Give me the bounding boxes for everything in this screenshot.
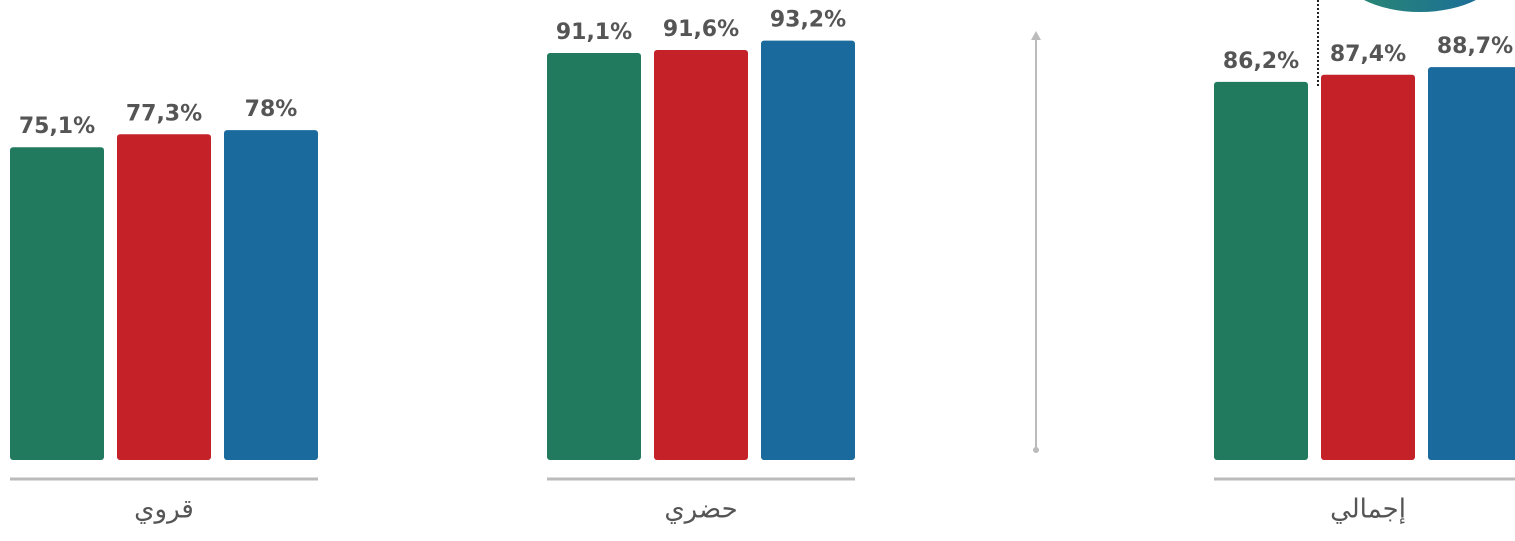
category-label: قروي — [134, 495, 194, 525]
data-label: 87,4% — [1330, 42, 1406, 67]
data-label: 93,2% — [770, 8, 846, 33]
category-label: إجمالي — [1330, 495, 1406, 525]
decoration-blob — [1364, 0, 1476, 12]
bar — [761, 40, 855, 460]
bar — [10, 147, 104, 460]
data-label: 75,1% — [19, 114, 95, 139]
data-label: 91,6% — [663, 17, 739, 42]
bar — [654, 50, 748, 460]
bar — [1428, 67, 1515, 460]
data-label: 77,3% — [126, 101, 202, 126]
arrow-head — [1031, 31, 1041, 40]
data-label: 86,2% — [1223, 49, 1299, 74]
data-label: 88,7% — [1437, 34, 1513, 59]
bar — [1214, 81, 1308, 460]
category-label: حضري — [664, 495, 737, 525]
bar — [1321, 74, 1415, 460]
bar — [547, 52, 641, 461]
bar — [117, 134, 211, 461]
bar — [224, 130, 318, 460]
data-label: 91,1% — [556, 20, 632, 45]
arrow-tail — [1033, 447, 1039, 453]
data-label: 78% — [245, 97, 298, 122]
